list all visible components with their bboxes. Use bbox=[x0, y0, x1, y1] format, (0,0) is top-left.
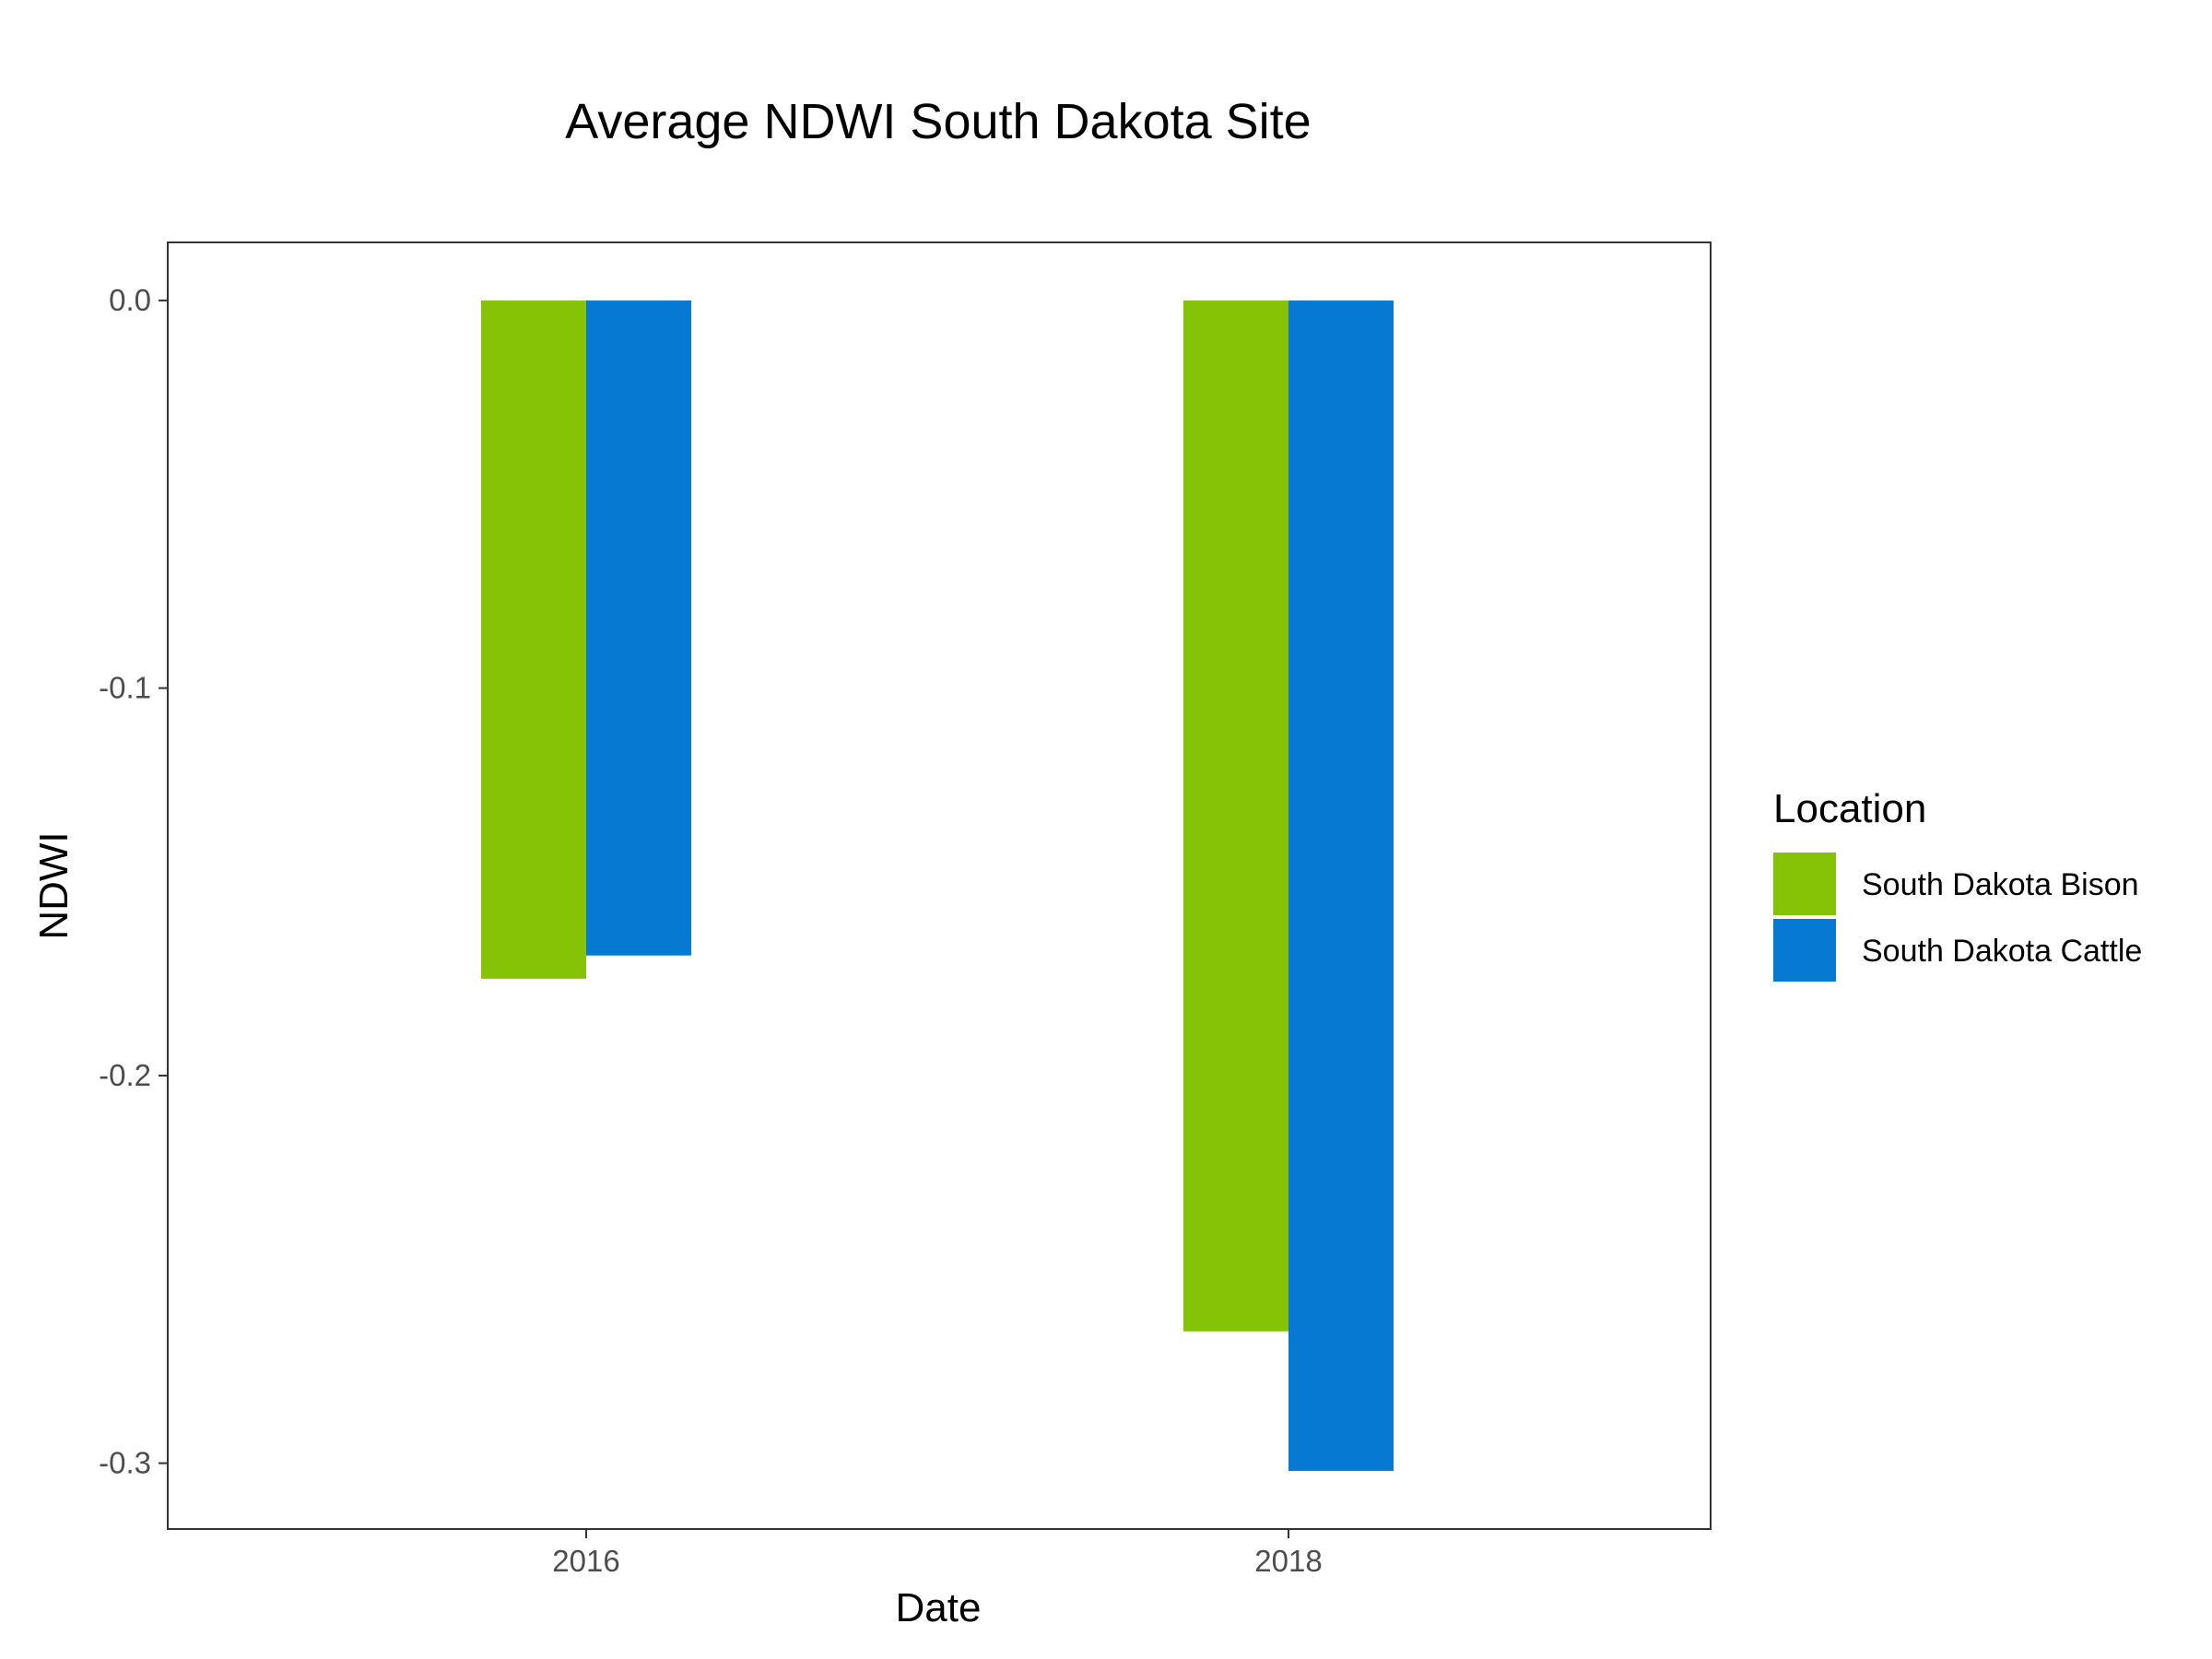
x-tick-label: 2016 bbox=[552, 1544, 619, 1578]
legend-swatch bbox=[1773, 853, 1836, 915]
chart-title: Average NDWI South Dakota Site bbox=[565, 94, 1311, 149]
legend-title: Location bbox=[1773, 786, 1926, 831]
y-axis-title: NDWI bbox=[31, 831, 76, 939]
bar-south-dakota-bison-2016 bbox=[481, 300, 586, 979]
x-tick-label: 2018 bbox=[1254, 1544, 1322, 1578]
bars bbox=[481, 300, 1394, 1471]
legend-label: South Dakota Cattle bbox=[1862, 934, 2142, 969]
legend-label: South Dakota Bison bbox=[1862, 867, 2139, 902]
y-tick-label: -0.2 bbox=[99, 1058, 151, 1092]
y-tick-label: -0.3 bbox=[99, 1446, 151, 1480]
bar-south-dakota-cattle-2016 bbox=[586, 300, 691, 956]
x-axis-title: Date bbox=[896, 1585, 982, 1630]
y-tick-label: -0.1 bbox=[99, 671, 151, 705]
y-tick-label: 0.0 bbox=[109, 283, 151, 317]
y-axis: 0.0 -0.1 -0.2 -0.3 bbox=[99, 283, 168, 1480]
plot-panel bbox=[167, 241, 1712, 1530]
legend-swatch bbox=[1773, 919, 1836, 982]
legend-items: South Dakota Bison South Dakota Cattle bbox=[1773, 853, 2142, 982]
x-axis: 2016 2018 bbox=[552, 1529, 1323, 1578]
bar-south-dakota-cattle-2018 bbox=[1288, 300, 1394, 1471]
bar-south-dakota-bison-2018 bbox=[1183, 300, 1288, 1332]
